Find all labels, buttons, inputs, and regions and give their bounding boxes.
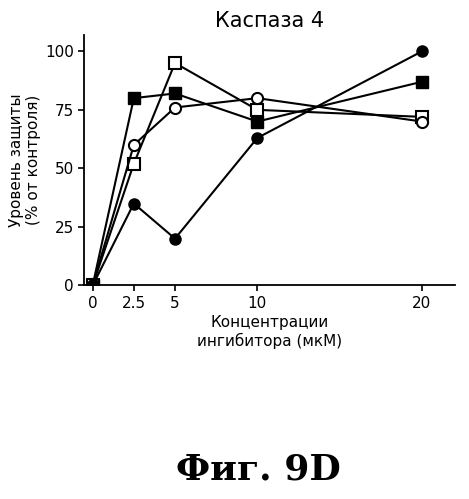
Text: Фиг. 9D: Фиг. 9D [175, 452, 340, 486]
Title: Каспаза 4: Каспаза 4 [215, 10, 324, 30]
X-axis label: Концентрации
ингибитора (мкМ): Концентрации ингибитора (мкМ) [197, 315, 342, 349]
Y-axis label: Уровень защиты
(% от контроля): Уровень защиты (% от контроля) [8, 93, 41, 227]
